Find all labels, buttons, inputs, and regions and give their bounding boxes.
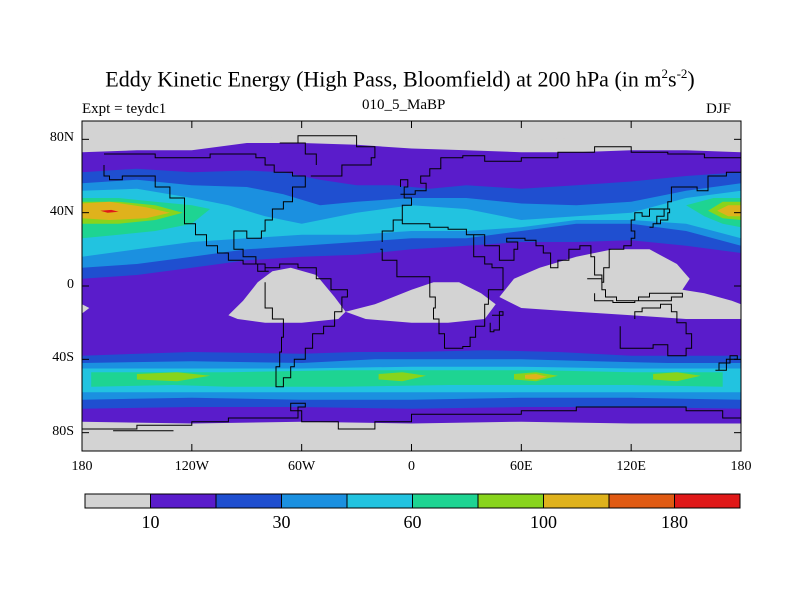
- coastline-3: [393, 146, 741, 221]
- experiment-label: Expt = teydc1: [82, 101, 167, 117]
- x-tick-label: 0: [408, 459, 415, 474]
- y-tick-label: 0: [67, 277, 74, 292]
- colorbar-swatch-6: [412, 493, 479, 509]
- contour-field: [82, 121, 741, 451]
- colorbar-swatch-2: [150, 493, 217, 509]
- x-tick-label: 120W: [174, 459, 209, 474]
- x-tick-label: 60E: [510, 459, 533, 474]
- y-tick-label: 80S: [52, 423, 74, 439]
- colorbar-label: 180: [661, 512, 688, 532]
- colorbar-swatch-9: [608, 493, 675, 509]
- y-tick-label: 40S: [52, 350, 74, 366]
- sh-contour-band-8: [653, 372, 701, 382]
- coastline-6: [619, 303, 693, 357]
- sh-contour-band-5: [136, 372, 211, 382]
- y-tick-label: 80N: [49, 130, 74, 146]
- colorbar-label: 100: [530, 512, 557, 532]
- season-label: DJF: [706, 101, 732, 117]
- chart-title: Eddy Kinetic Energy (High Pass, Bloomfie…: [105, 66, 695, 92]
- sh-contour-band-9: [525, 374, 547, 380]
- x-tick-label: 180: [71, 459, 93, 474]
- coastline-2: [264, 263, 348, 388]
- coastline-14: [715, 355, 738, 371]
- coastline-10: [82, 402, 741, 430]
- coastline-9: [279, 135, 376, 177]
- x-tick-label: 120E: [616, 459, 646, 474]
- nh-contour-band-8: [82, 201, 170, 220]
- coastline-8: [649, 208, 671, 228]
- colorbar-swatch-5: [346, 493, 413, 509]
- coastline-4: [380, 219, 504, 349]
- colorbar-swatch-1: [84, 493, 151, 509]
- coastline-1: [103, 153, 306, 272]
- x-tick-label: 60W: [288, 459, 316, 474]
- nh-contour-band-10: [100, 209, 119, 213]
- tropical-low-region-3: [499, 249, 741, 319]
- y-tick-label: 40N: [49, 203, 74, 219]
- coastline-12: [489, 311, 504, 333]
- south-polar-cap: [82, 425, 741, 451]
- colorbar-label: 10: [141, 512, 160, 532]
- colorbar-swatch-3: [215, 493, 282, 509]
- run-label: 010_5_MaBP: [362, 97, 446, 113]
- nh-contour-band-9: [717, 205, 741, 217]
- nh-contour-band-3: [82, 188, 741, 257]
- colorbar-swatch-4: [281, 493, 348, 509]
- colorbar-label: 60: [403, 512, 422, 532]
- north-polar-cap: [82, 121, 741, 143]
- coastline-7: [587, 278, 683, 303]
- colorbar-swatch-7: [477, 493, 544, 509]
- coastline-13: [400, 179, 409, 195]
- colorbar-swatch-8: [543, 493, 610, 509]
- x-tick-label: 180: [730, 459, 752, 474]
- colorbar-label: 30: [272, 512, 291, 532]
- sh-contour-band-6: [378, 372, 427, 382]
- tropical-low-region-4: [82, 304, 90, 314]
- colorbar-swatch-10: [674, 493, 741, 509]
- tropical-low-region-1: [228, 267, 346, 323]
- tropical-low-region-2: [345, 282, 496, 323]
